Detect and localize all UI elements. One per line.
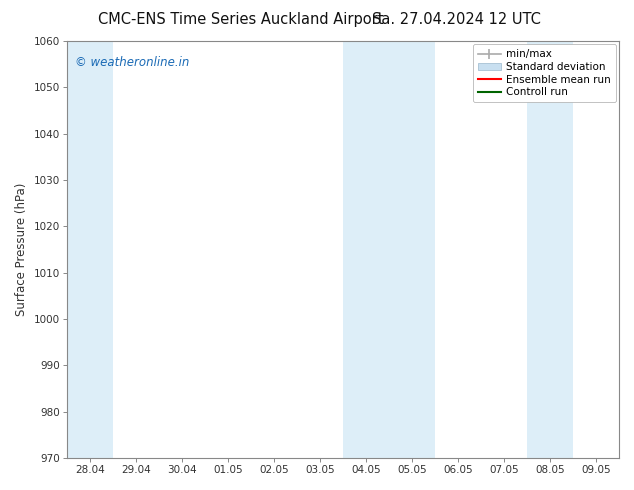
- Text: Sa. 27.04.2024 12 UTC: Sa. 27.04.2024 12 UTC: [372, 12, 541, 27]
- Bar: [67, 41, 113, 458]
- Bar: [343, 41, 435, 458]
- Y-axis label: Surface Pressure (hPa): Surface Pressure (hPa): [15, 183, 28, 316]
- Bar: [527, 41, 573, 458]
- Text: © weatheronline.in: © weatheronline.in: [75, 56, 190, 69]
- Text: CMC-ENS Time Series Auckland Airport: CMC-ENS Time Series Auckland Airport: [98, 12, 384, 27]
- Legend: min/max, Standard deviation, Ensemble mean run, Controll run: min/max, Standard deviation, Ensemble me…: [472, 44, 616, 102]
